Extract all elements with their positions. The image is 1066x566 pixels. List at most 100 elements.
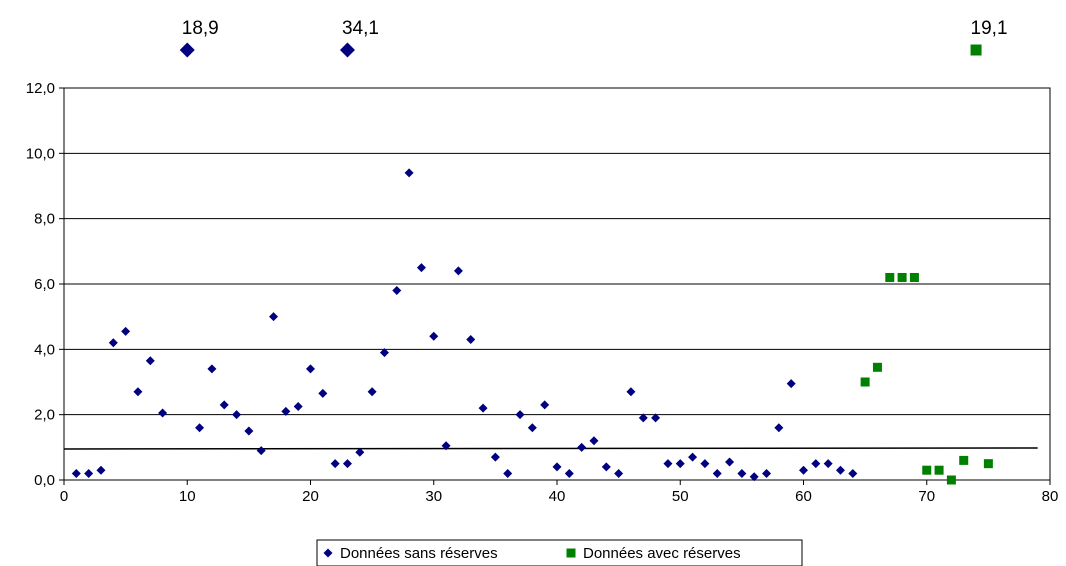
data-point-sans-reserves [108,338,118,348]
x-tick-label: 50 [672,488,689,505]
legend-marker [323,548,333,558]
y-tick-label: 6,0 [34,276,55,293]
y-tick-label: 8,0 [34,211,55,228]
data-point-sans-reserves [404,168,414,178]
data-point-sans-reserves [342,459,352,469]
data-point-sans-reserves [601,462,611,472]
data-point-avec-reserves [909,272,919,282]
data-point-sans-reserves [614,468,624,478]
outlier-marker [970,44,982,56]
data-point-sans-reserves [244,426,254,436]
data-point-sans-reserves [281,406,291,416]
y-tick-label: 2,0 [34,407,55,424]
x-tick-label: 30 [425,488,442,505]
x-tick-label: 70 [918,488,935,505]
legend-label: Données sans réserves [340,545,498,562]
data-point-sans-reserves [786,379,796,389]
data-point-sans-reserves [675,459,685,469]
outlier-marker [339,42,355,58]
data-point-avec-reserves [872,362,882,372]
data-point-sans-reserves [306,364,315,374]
data-point-sans-reserves [626,387,636,397]
data-point-avec-reserves [860,377,870,387]
data-point-sans-reserves [490,452,500,462]
data-point-sans-reserves [318,388,328,398]
data-point-sans-reserves [823,459,833,469]
data-point-sans-reserves [737,468,747,478]
data-point-avec-reserves [959,455,969,465]
y-axis-ticks: 0,0 2,0 4,0 6,0 8,0 10,0 12,0 [26,80,64,489]
outlier-marker [179,42,195,58]
data-point-sans-reserves [453,266,463,276]
data-point-sans-reserves [429,331,439,341]
gridlines [64,152,1050,416]
data-point-sans-reserves [503,468,513,478]
data-point-sans-reserves [441,441,451,451]
data-point-sans-reserves [835,465,845,475]
data-point-sans-reserves [725,457,735,467]
data-point-sans-reserves [466,335,476,345]
data-point-sans-reserves [84,468,94,478]
data-point-sans-reserves [651,413,661,423]
data-point-sans-reserves [367,387,377,397]
data-point-sans-reserves [712,468,722,478]
x-axis-ticks: 0 10 20 30 40 50 60 70 80 [60,480,1059,505]
outlier-markers: 18,9 34,1 19,1 [179,18,1008,58]
y-tick-label: 10,0 [26,145,55,162]
data-point-sans-reserves [577,442,587,452]
outlier-label: 18,9 [182,18,219,39]
data-point-sans-reserves [232,410,242,420]
data-point-sans-reserves [355,447,365,457]
data-point-sans-reserves [749,472,759,482]
data-point-sans-reserves [158,408,168,418]
legend-box [316,539,803,566]
data-point-sans-reserves [207,364,217,374]
data-point-sans-reserves [552,462,562,472]
data-point-sans-reserves [71,468,81,478]
data-point-avec-reserves [922,465,932,475]
data-point-sans-reserves [330,459,340,469]
x-tick-label: 60 [795,488,812,505]
data-point-sans-reserves [688,452,698,462]
x-tick-label: 40 [549,488,566,505]
data-point-avec-reserves [946,475,956,485]
data-point-sans-reserves [133,387,143,397]
data-point-sans-reserves [256,446,266,456]
legend-marker [566,548,576,558]
data-point-sans-reserves [848,468,858,478]
data-point-sans-reserves [293,402,303,411]
data-point-sans-reserves [416,263,426,273]
data-point-sans-reserves [145,356,155,366]
data-point-sans-reserves [515,410,525,420]
data-point-sans-reserves [195,423,205,433]
data-point-sans-reserves [811,459,821,469]
reference-line [63,447,1038,450]
y-tick-label: 12,0 [26,80,55,97]
data-point-sans-reserves [663,459,673,469]
legend: Données sans réserves Données avec réserv… [316,539,803,566]
data-point-sans-reserves [638,413,648,423]
data-point-sans-reserves [589,436,599,446]
data-point-sans-reserves [392,286,402,296]
x-tick-label: 20 [302,488,319,505]
data-points [71,168,993,485]
data-point-sans-reserves [379,348,389,358]
x-tick-label: 0 [60,488,68,505]
data-point-sans-reserves [564,468,574,478]
data-point-sans-reserves [700,459,710,469]
data-point-sans-reserves [269,312,279,322]
data-point-sans-reserves [540,400,550,410]
y-tick-label: 4,0 [34,341,55,358]
x-tick-label: 80 [1042,488,1059,505]
outlier-label: 19,1 [971,18,1008,39]
y-tick-label: 0,0 [34,472,55,489]
x-tick-label: 10 [179,488,196,505]
legend-label: Données avec réserves [583,545,741,562]
data-point-sans-reserves [219,400,229,410]
data-point-sans-reserves [478,403,488,413]
data-point-avec-reserves [897,272,907,282]
data-point-sans-reserves [527,423,537,433]
outlier-label: 34,1 [342,18,379,39]
